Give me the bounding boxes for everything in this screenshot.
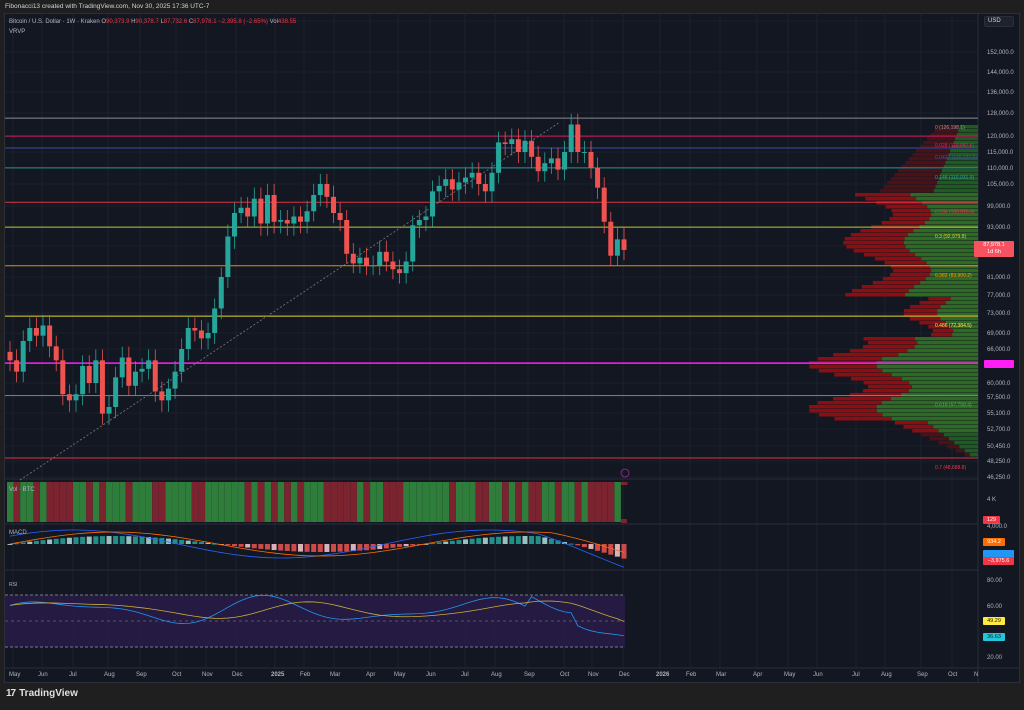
svg-text:Jul: Jul <box>852 672 860 678</box>
svg-text:Oct: Oct <box>560 672 570 678</box>
high-value: 90,378.7 <box>135 19 159 25</box>
svg-text:50,450.0: 50,450.0 <box>987 444 1011 450</box>
macd-line-tag <box>983 550 1014 558</box>
volume-value: 438.55 <box>277 19 297 25</box>
svg-text:136,000.0: 136,000.0 <box>987 90 1014 96</box>
last-price-tag: 87,978.1 1d 6h <box>974 241 1014 257</box>
svg-text:128,000.0: 128,000.0 <box>987 111 1014 117</box>
svg-text:Aug: Aug <box>491 672 502 678</box>
svg-text:May: May <box>9 672 20 678</box>
svg-text:Mar: Mar <box>330 672 340 678</box>
svg-text:2025: 2025 <box>271 672 285 678</box>
svg-text:Dec: Dec <box>232 672 243 678</box>
open-value: 90,373.9 <box>106 19 130 25</box>
svg-text:Aug: Aug <box>881 672 892 678</box>
rsi-pane-label[interactable]: RSI <box>9 582 18 588</box>
svg-text:93,000.0: 93,000.0 <box>987 225 1011 231</box>
macd-histogram-tag: −3,975.6 <box>983 557 1014 565</box>
svg-text:Jul: Jul <box>69 672 77 678</box>
svg-text:May: May <box>394 672 405 678</box>
svg-text:2026: 2026 <box>656 672 670 678</box>
svg-text:Sep: Sep <box>524 672 535 678</box>
svg-text:N: N <box>974 672 978 678</box>
svg-text:Nov: Nov <box>202 672 213 678</box>
svg-text:May: May <box>784 672 795 678</box>
svg-text:55,100.0: 55,100.0 <box>987 411 1011 417</box>
svg-text:99,000.0: 99,000.0 <box>987 204 1011 210</box>
svg-text:Oct: Oct <box>948 672 958 678</box>
svg-text:Nov: Nov <box>588 672 599 678</box>
chart-attribution: Fibonacci13 created with TradingView.com… <box>5 3 210 10</box>
svg-text:0.0427 (116,232.6): 0.0427 (116,232.6) <box>935 155 977 161</box>
svg-text:144,000.0: 144,000.0 <box>987 70 1014 76</box>
svg-text:Jun: Jun <box>813 672 823 678</box>
rsi-axis-tick-80: 80.00 <box>987 578 1003 584</box>
close-value: 87,978.1 <box>193 19 217 25</box>
svg-text:0.382 (83,900.2): 0.382 (83,900.2) <box>935 273 972 279</box>
svg-text:0.618 (57,758.4): 0.618 (57,758.4) <box>935 403 972 409</box>
svg-text:115,000.0: 115,000.0 <box>987 150 1014 156</box>
rsi-ma-tag: 49.29 <box>983 617 1005 625</box>
rsi-axis-tick-60: 60.00 <box>987 604 1003 610</box>
horizontal-line-tag[interactable] <box>984 360 1014 368</box>
chart-legend: Bitcoin / U.S. Dollar · 1W · Kraken O90,… <box>9 19 297 35</box>
svg-text:Apr: Apr <box>753 672 762 678</box>
tradingview-logo: 17 TradingView <box>6 688 78 699</box>
volume-pane-label[interactable]: Vol · BTC <box>9 487 35 493</box>
svg-text:152,000.0: 152,000.0 <box>987 50 1014 56</box>
svg-text:Jun: Jun <box>426 672 436 678</box>
low-value: 87,732.6 <box>163 19 188 25</box>
svg-text:105,000.0: 105,000.0 <box>987 182 1014 188</box>
volume-axis-tick: 4 K <box>987 497 997 503</box>
volume-last-tag: 129 <box>983 516 1000 524</box>
currency-button[interactable]: USD <box>984 16 1014 27</box>
svg-text:60,000.0: 60,000.0 <box>987 381 1011 387</box>
svg-text:77,000.0: 77,000.0 <box>987 293 1011 299</box>
svg-text:Jul: Jul <box>461 672 469 678</box>
rsi-value-tag: 36.63 <box>983 633 1005 641</box>
rsi-axis-tick-20: 20.00 <box>987 655 1003 661</box>
svg-text:0.146 (110,031.9): 0.146 (110,031.9) <box>935 175 974 181</box>
svg-text:0.486 (72,384.5): 0.486 (72,384.5) <box>935 323 972 329</box>
symbol-title[interactable]: Bitcoin / U.S. Dollar · 1W · Kraken <box>9 19 100 25</box>
svg-text:Aug: Aug <box>104 672 115 678</box>
svg-text:69,000.0: 69,000.0 <box>987 331 1011 337</box>
svg-text:0 (126,198.1): 0 (126,198.1) <box>935 125 965 131</box>
svg-text:81,000.0: 81,000.0 <box>987 275 1011 281</box>
svg-text:0.028 (119,957.6): 0.028 (119,957.6) <box>935 143 974 149</box>
macd-signal-tag: 934.2 <box>983 538 1005 546</box>
svg-text:66,000.0: 66,000.0 <box>987 347 1011 353</box>
svg-text:52,700.0: 52,700.0 <box>987 427 1011 433</box>
svg-text:0.7 (48,688.8): 0.7 (48,688.8) <box>935 465 966 471</box>
svg-text:Oct: Oct <box>172 672 182 678</box>
svg-text:Feb: Feb <box>686 672 697 678</box>
change-value: −2,395.8 (−2.65%) <box>218 19 268 25</box>
svg-text:57,500.0: 57,500.0 <box>987 395 1011 401</box>
macd-axis-tick: 4,000.0 <box>987 524 1008 530</box>
svg-text:Feb: Feb <box>300 672 311 678</box>
svg-text:Apr: Apr <box>366 672 375 678</box>
svg-text:0.3 (92,979.8): 0.3 (92,979.8) <box>935 234 966 240</box>
macd-pane-label[interactable]: MACD <box>9 530 27 536</box>
svg-text:Dec: Dec <box>619 672 630 678</box>
svg-text:Jun: Jun <box>38 672 48 678</box>
svg-text:0.236 (100,016.4): 0.236 (100,016.4) <box>935 209 975 215</box>
svg-text:Mar: Mar <box>716 672 726 678</box>
svg-text:120,000.0: 120,000.0 <box>987 134 1014 140</box>
svg-text:46,250.0: 46,250.0 <box>987 475 1011 481</box>
indicator-vrvp-label[interactable]: VRVP <box>9 29 26 35</box>
svg-text:48,250.0: 48,250.0 <box>987 459 1011 465</box>
chart-frame[interactable] <box>4 13 1020 683</box>
svg-text:110,000.0: 110,000.0 <box>987 166 1014 172</box>
svg-text:Sep: Sep <box>136 672 147 678</box>
svg-text:73,000.0: 73,000.0 <box>987 311 1011 317</box>
svg-text:Sep: Sep <box>917 672 928 678</box>
tradingview-logo-icon: 17 <box>6 688 16 699</box>
